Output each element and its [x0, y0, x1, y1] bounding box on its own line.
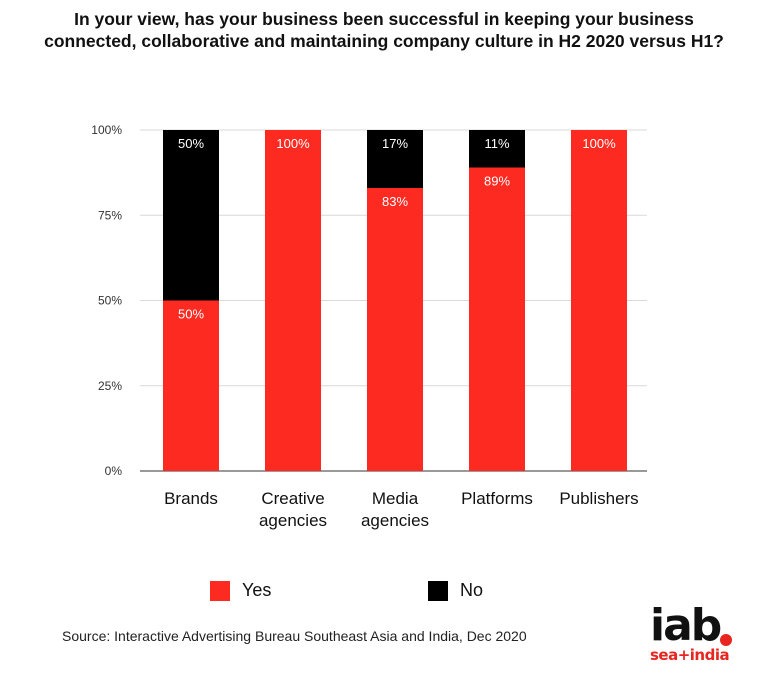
- legend-swatch-yes: [210, 580, 230, 601]
- bar-yes: [469, 167, 525, 471]
- x-tick-label: Platforms: [461, 489, 533, 508]
- bars: 50% 50% 100% 83% 17% 89% 11% 100%: [163, 130, 627, 471]
- data-label: 100%: [276, 136, 310, 151]
- data-label: 50%: [178, 307, 204, 322]
- data-label: 89%: [484, 174, 510, 189]
- x-tick-label: Creative: [261, 489, 324, 508]
- source-note: Source: Interactive Advertising Bureau S…: [62, 628, 527, 644]
- data-label: 100%: [582, 136, 616, 151]
- bar-no: [163, 130, 219, 301]
- iab-logo: iab sea+india: [650, 602, 750, 668]
- logo-sub-text: sea+india: [650, 646, 730, 664]
- data-label: 50%: [178, 136, 204, 151]
- data-label: 11%: [484, 136, 509, 151]
- x-tick-label: agencies: [259, 511, 327, 530]
- logo-dot: [720, 634, 732, 646]
- bar-yes: [163, 300, 219, 471]
- chart-title: In your view, has your business been suc…: [44, 9, 724, 51]
- logo-main-text: iab: [650, 600, 722, 651]
- legend-label-no: No: [460, 580, 484, 600]
- bar-no: [469, 130, 525, 168]
- bar-yes: [265, 130, 321, 471]
- x-axis: Brands Creative agencies Media agencies Platf…: [164, 489, 639, 530]
- x-tick-label: Publishers: [559, 489, 638, 508]
- y-tick-label: 75%: [98, 208, 122, 222]
- legend-item-no: No: [428, 580, 483, 601]
- x-tick-label: agencies: [361, 511, 429, 530]
- x-tick-label: Brands: [164, 489, 218, 508]
- data-label: 83%: [382, 194, 408, 209]
- legend: Yes No: [0, 580, 768, 610]
- x-tick-label: Media: [372, 489, 419, 508]
- y-tick-label: 50%: [98, 294, 122, 308]
- stacked-bar-chart: 0% 25% 50% 75% 100% 50% 50% 100% 83% 17% 89% 11% 10…: [91, 123, 647, 530]
- bar-no: [367, 130, 423, 188]
- legend-swatch-no: [428, 580, 448, 601]
- legend-label-yes: Yes: [242, 580, 272, 600]
- y-tick-label: 0%: [105, 464, 123, 478]
- bar-yes: [571, 130, 627, 471]
- bar-yes: [367, 187, 423, 471]
- legend-item-yes: Yes: [210, 580, 271, 601]
- y-tick-label: 25%: [98, 379, 122, 393]
- data-label: 17%: [382, 136, 408, 151]
- y-axis: 0% 25% 50% 75% 100%: [91, 123, 122, 478]
- y-tick-label: 100%: [91, 123, 122, 137]
